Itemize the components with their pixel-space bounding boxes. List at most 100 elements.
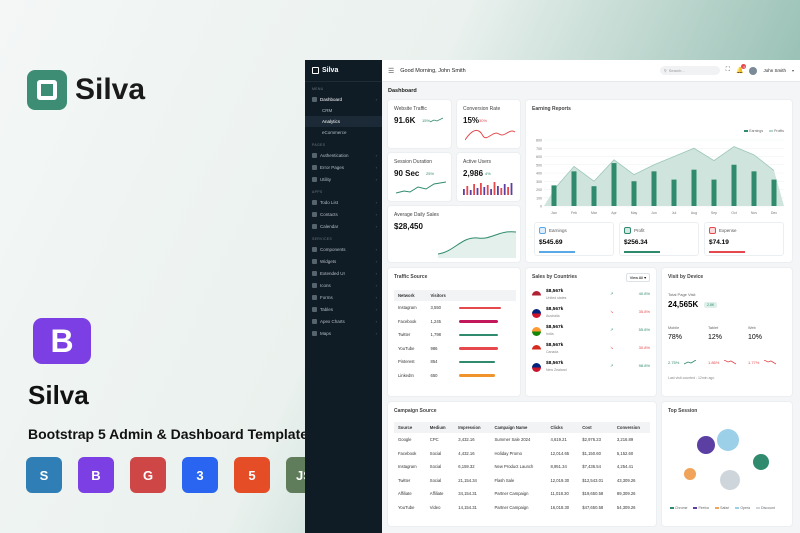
device-sparkline	[724, 360, 736, 365]
table-cell: Affiliate	[398, 491, 412, 497]
sidebar-subitem-crm[interactable]: CRM	[322, 108, 333, 113]
table-row: Instagram Social 6,159.32 New Product Launc…	[394, 460, 650, 474]
col-header: Source	[394, 422, 426, 433]
arrow-down-icon: ↘	[610, 345, 614, 350]
avatar[interactable]	[749, 66, 758, 75]
visitors-cell: 854	[430, 359, 438, 365]
sidebar-item-apex-charts[interactable]: Apex Charts ›	[305, 315, 382, 327]
search-input[interactable]: ⚲ Search...	[659, 66, 720, 75]
x-tick-label: Feb	[571, 211, 577, 215]
fullscreen-icon[interactable]: ⛶	[725, 67, 730, 73]
table-cell: Partner Campaign	[494, 491, 529, 497]
sidebar-item-dashboard[interactable]: Dashboard ›	[305, 93, 382, 105]
table-cell: Affiliate	[429, 491, 444, 497]
sidebar-item-label: Widgets	[320, 258, 337, 264]
sidebar-subitem-analytics[interactable]: Analytics	[305, 116, 382, 127]
earnings-bar	[591, 186, 597, 206]
visitors-bar	[458, 374, 496, 377]
table-row: Pinterest 854	[394, 355, 516, 369]
summary-bar	[709, 251, 745, 253]
bell-icon[interactable]: 🔔 4	[735, 64, 747, 74]
nav-icon	[312, 258, 317, 264]
avg-daily-sales-card: Average Daily Sales $28,450	[388, 206, 520, 262]
table-cell: $2,976.23	[582, 437, 601, 443]
chevron-down-icon[interactable]: ▾	[791, 68, 794, 73]
x-tick-label: Oct	[731, 211, 736, 215]
device-sparkline	[764, 360, 776, 365]
sidebar-item-todo-list[interactable]: Todo List ›	[305, 196, 382, 208]
mini-bar	[469, 190, 472, 195]
visitors-bar	[458, 347, 499, 350]
mini-bar	[490, 189, 492, 195]
summary-label: Earnings	[549, 228, 567, 233]
sidebar-item-icons[interactable]: Icons ›	[305, 279, 382, 291]
css3-icon: 3	[182, 457, 218, 493]
sidebar-item-forms[interactable]: Forms ›	[305, 291, 382, 303]
table-cell: 3,216.89	[616, 437, 634, 443]
col-header: Visitors	[426, 290, 455, 301]
bubble-firefox	[697, 436, 715, 454]
sidebar-item-contacts[interactable]: Contacts ›	[305, 208, 382, 220]
table-cell: Holiday Promo	[494, 450, 522, 456]
menu-toggle-icon[interactable]: ☰	[388, 67, 395, 75]
country-pct: 40.8%	[638, 291, 650, 296]
sidebar-section-label: MENU	[312, 87, 324, 91]
chevron-right-icon: ›	[375, 152, 377, 158]
sidebar-brand[interactable]: Silva	[305, 60, 382, 82]
device-delta: 1.77%	[748, 360, 760, 365]
legend-earnings: Earnings	[744, 129, 763, 133]
chevron-right-icon: ›	[375, 306, 377, 312]
active-users-bars	[463, 182, 513, 195]
network-cell: Pinterest	[398, 359, 415, 365]
mini-bar	[500, 188, 503, 195]
sidebar-item-authentication[interactable]: Authentication ›	[305, 149, 382, 161]
sidebar-subitem-ecommerce[interactable]: eCommerce	[322, 130, 347, 135]
stat-value: 15%	[463, 116, 480, 125]
x-tick-label: Dec	[771, 211, 777, 215]
legend-label: Chrome	[675, 506, 688, 510]
arrow-up-icon: ↗	[610, 291, 614, 296]
trend-up-icon	[430, 117, 444, 123]
nav-icon	[312, 164, 317, 170]
earnings-bar	[651, 171, 657, 206]
sidebar-item-extended-ui[interactable]: Extended UI ›	[305, 267, 382, 279]
sidebar-item-calendar[interactable]: Calendar ›	[305, 220, 382, 232]
earnings-chart: 800 700 600 500 400 300 200 100 0 Jan Feb Mar Apr May…	[536, 139, 784, 215]
legend-label: Safari	[720, 506, 730, 510]
earnings-bar	[771, 179, 777, 206]
sidebar-item-tables[interactable]: Tables ›	[305, 303, 382, 315]
sidebar-item-widgets[interactable]: Widgets ›	[305, 255, 382, 267]
sidebar-item-utility[interactable]: Utility ›	[305, 173, 382, 185]
active-users-card: Active Users 2,986 4%	[457, 153, 520, 201]
chart-legend: Earnings Profits	[744, 129, 784, 133]
col-header: Conversion	[612, 422, 650, 433]
sidebar-item-label: Extended UI	[320, 270, 345, 276]
table-row: Facebook Social 4,432.16 Holiday Promo 12,01…	[394, 447, 650, 461]
legend-opera: Opera	[735, 506, 750, 510]
table-cell: CPC	[429, 437, 439, 443]
sidebar-item-components[interactable]: Components ›	[305, 243, 382, 255]
view-all-dropdown[interactable]: View All ▾	[625, 273, 650, 282]
sidebar-item-error-pages[interactable]: Error Pages ›	[305, 161, 382, 173]
y-tick-label: 300	[536, 180, 542, 184]
visit-by-device-card: Visit by Device Total Page Visit 24,565K…	[662, 268, 792, 396]
sidebar-item-label: Calendar	[320, 223, 339, 229]
mini-bar	[486, 185, 489, 195]
flag-icon	[532, 309, 541, 318]
country-value: $8,567k	[546, 361, 564, 366]
table-cell: Social	[429, 450, 442, 456]
promo-brand-secondary: Silva	[28, 380, 89, 410]
table-cell: 4,619.21	[550, 437, 567, 443]
sidebar-item-label: Components	[320, 246, 346, 252]
sidebar: Silva MENU Dashboard › CRM Analytics eCommerc…	[305, 60, 382, 533]
user-name[interactable]: John Smith	[763, 68, 786, 73]
website-traffic-card: Website Traffic 91.6K 15%	[388, 100, 451, 148]
table-cell: 14,154.31	[458, 504, 477, 510]
x-tick-label: Jan	[551, 211, 557, 215]
traffic-table: Network Visitors Instagram 3,550 Facebook 1,…	[394, 290, 516, 382]
sidebar-item-maps[interactable]: Maps ›	[305, 327, 382, 339]
earnings-bar	[751, 171, 757, 206]
nav-icon	[312, 246, 317, 252]
sidebar-item-label: Contacts	[320, 211, 338, 217]
network-cell: YouTube	[398, 345, 415, 351]
